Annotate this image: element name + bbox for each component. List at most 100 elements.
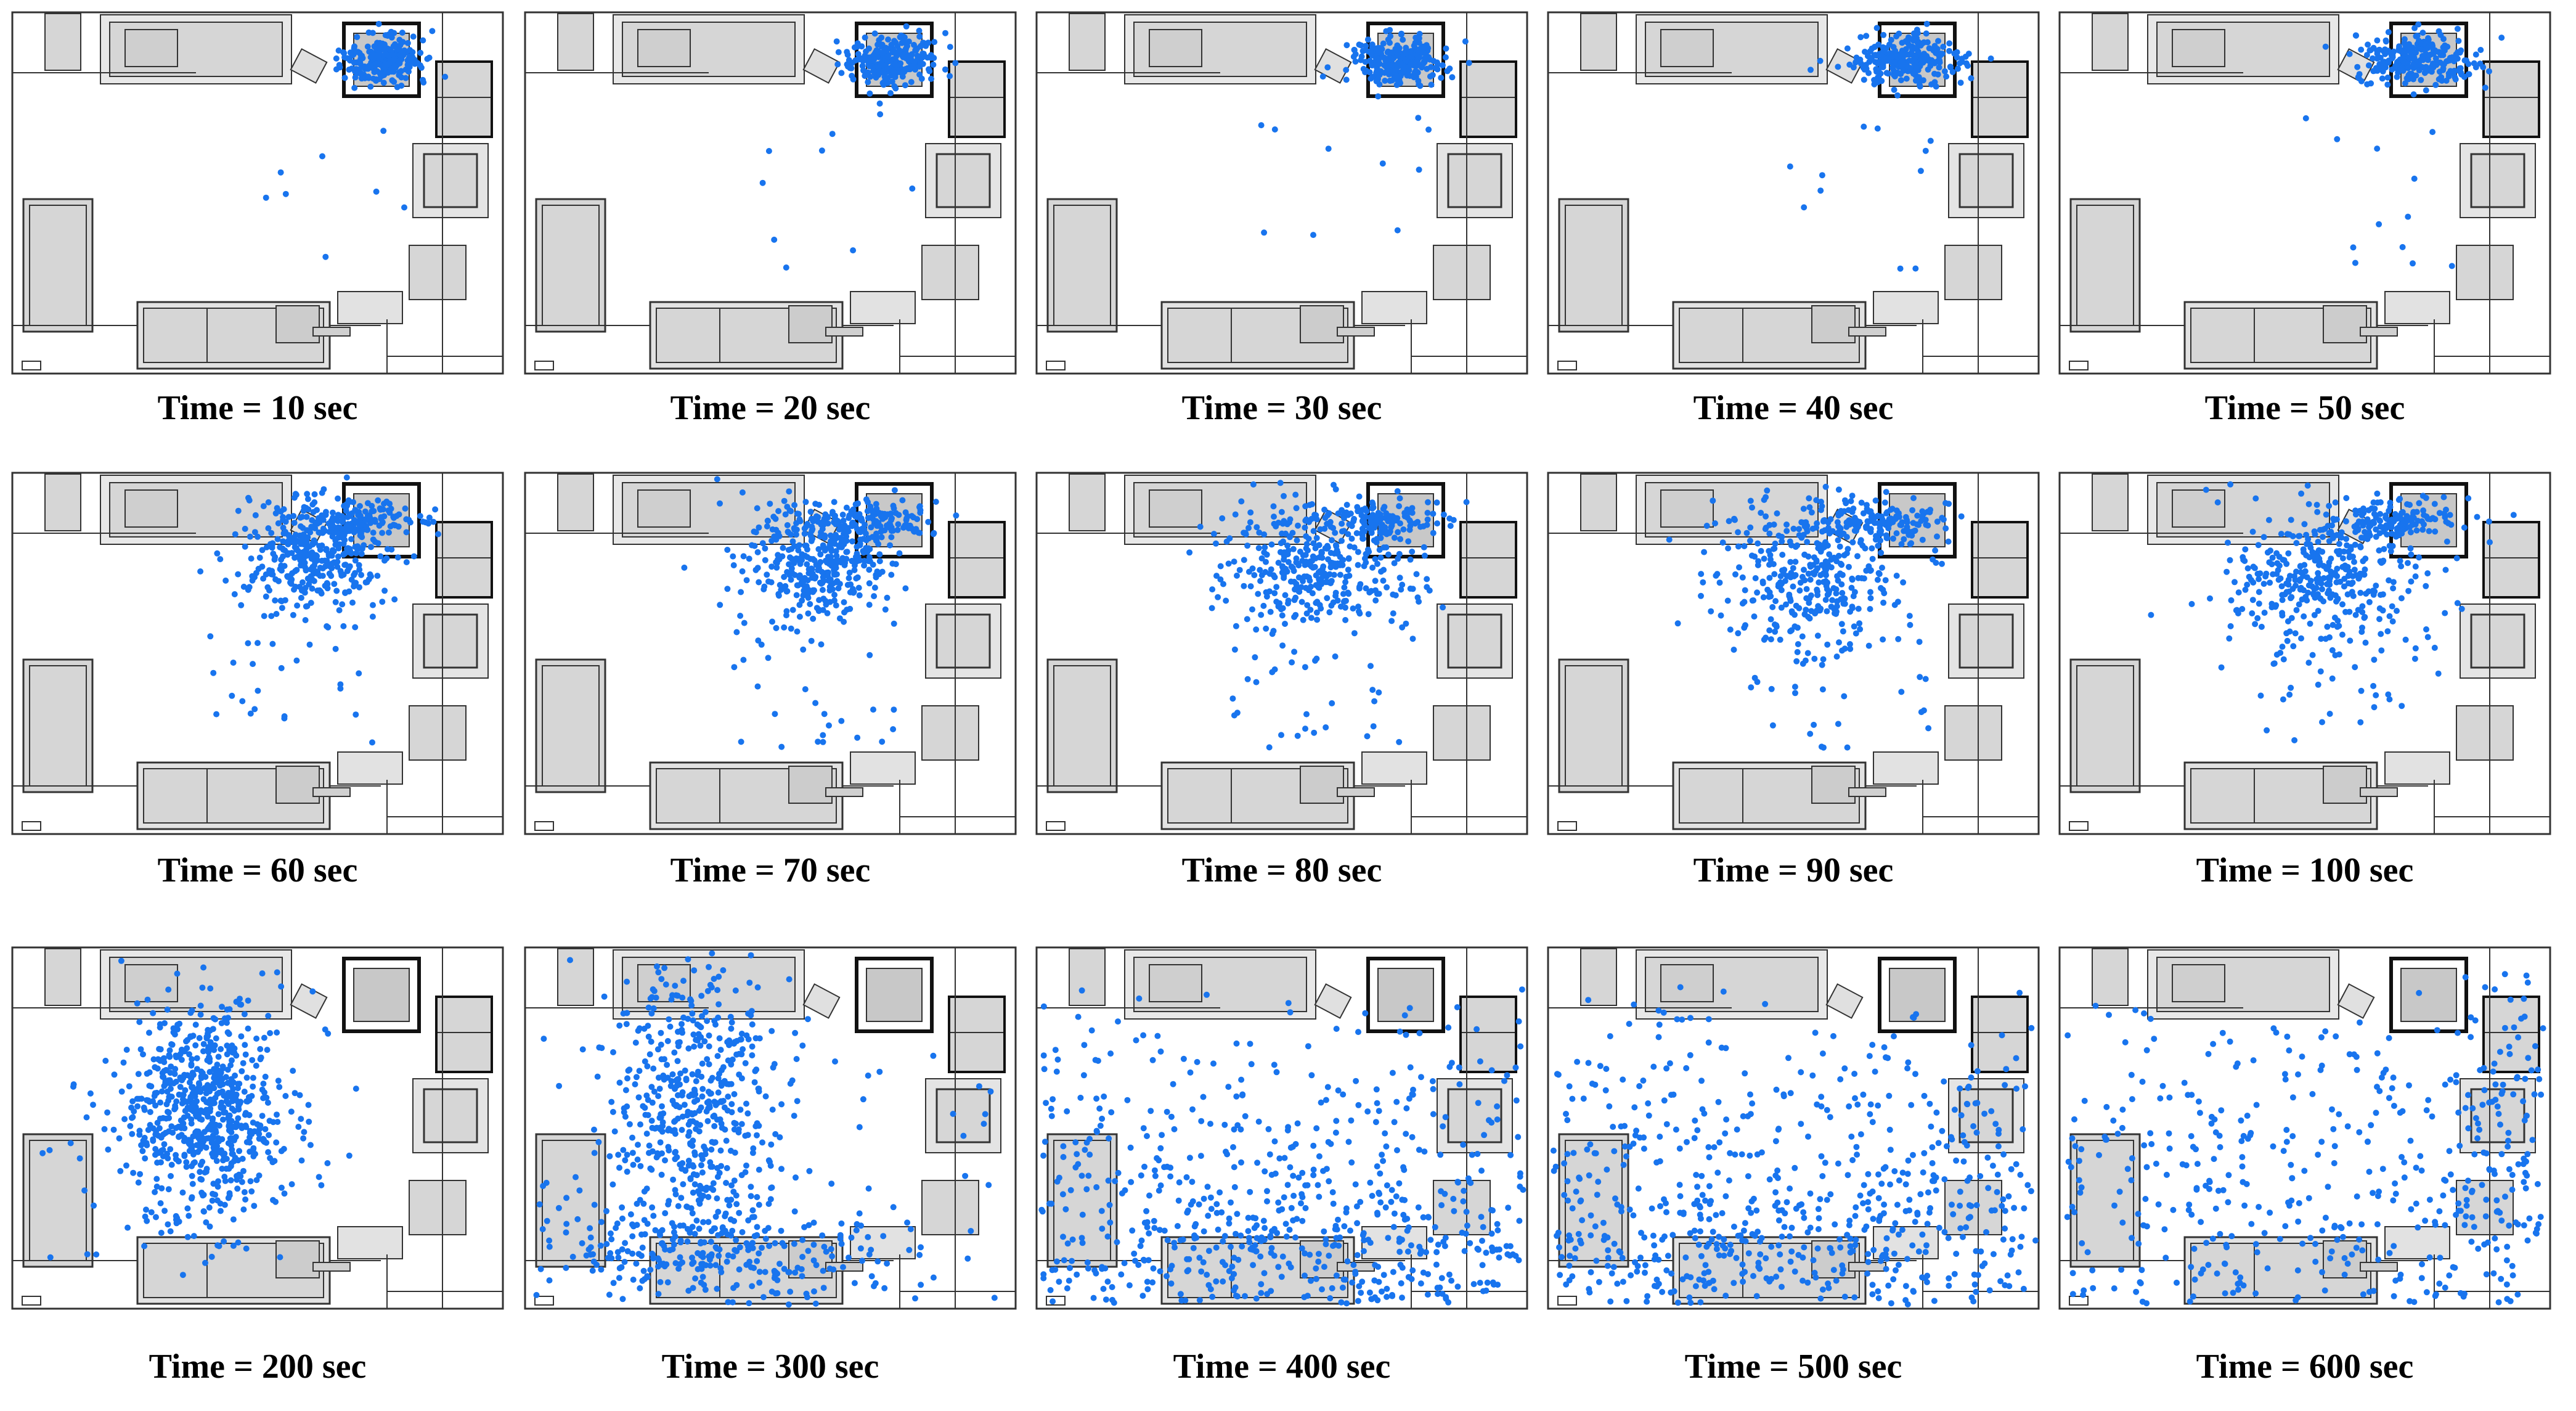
particle [234, 1185, 241, 1192]
particle [1839, 590, 1846, 596]
particle [1766, 562, 1772, 568]
particle [181, 1138, 187, 1145]
particle [1253, 679, 1260, 685]
particle [1343, 67, 1350, 73]
particle [285, 513, 292, 520]
particle [1822, 578, 1829, 584]
particle [1440, 511, 1447, 518]
particle [102, 1057, 109, 1064]
particle [805, 610, 812, 617]
particle [165, 1108, 171, 1115]
particle [724, 547, 731, 553]
particle [1266, 588, 1273, 595]
particle [2381, 546, 2387, 552]
time-caption: Time = 70 sec [670, 851, 871, 890]
particle [772, 711, 778, 718]
particle [839, 512, 846, 518]
particle [1358, 53, 1365, 60]
particle [2252, 621, 2259, 628]
particle [1794, 542, 1801, 549]
particle [1914, 512, 1921, 519]
particle [280, 517, 287, 523]
particle [796, 572, 803, 579]
particle [1363, 43, 1369, 49]
particle [218, 1020, 225, 1026]
particle [809, 566, 815, 573]
particle [2431, 644, 2438, 651]
particle [157, 1046, 164, 1053]
particle [1769, 603, 1776, 610]
particle [198, 1107, 205, 1114]
particle [1760, 594, 1767, 600]
particle [794, 510, 801, 517]
particle [850, 76, 857, 83]
particle [281, 713, 288, 719]
particle [1266, 744, 1273, 751]
particle [1329, 560, 1335, 566]
particle [212, 1076, 219, 1083]
particle [2407, 545, 2414, 552]
particle [116, 1135, 123, 1142]
particle [279, 605, 285, 611]
particle [833, 565, 839, 571]
particle [1263, 558, 1269, 565]
particle [186, 1079, 193, 1086]
particle [2309, 549, 2316, 555]
particle [870, 562, 876, 568]
particle [375, 497, 381, 504]
particle [841, 609, 847, 616]
particle [831, 597, 838, 604]
particle [165, 1097, 172, 1104]
particle [2279, 610, 2286, 616]
particle [256, 554, 263, 561]
particle [161, 1208, 168, 1214]
particle [235, 507, 242, 514]
particle [358, 571, 365, 578]
particle [1220, 581, 1226, 587]
particle [1914, 44, 1920, 51]
particle [1931, 70, 1938, 77]
particle [847, 605, 854, 612]
particle [2419, 30, 2426, 36]
particle [394, 554, 401, 561]
particle [2347, 546, 2354, 553]
particle [2336, 623, 2342, 629]
particle [815, 562, 821, 569]
particle [182, 1087, 189, 1094]
particle [879, 738, 886, 745]
particle [124, 1224, 131, 1231]
particle [2442, 566, 2449, 573]
particle [2319, 586, 2325, 592]
particle [2397, 557, 2403, 564]
particle [424, 55, 431, 62]
particle [2284, 637, 2291, 644]
particle [385, 69, 391, 76]
particle [165, 1186, 172, 1193]
particle [1777, 636, 1783, 643]
particle [1814, 632, 1821, 639]
time-caption: Time = 100 sec [2196, 851, 2414, 890]
particle [189, 1180, 196, 1187]
particle [2441, 47, 2448, 54]
particle [890, 726, 897, 732]
particle [1433, 499, 1440, 506]
particle [1245, 525, 1252, 531]
particle [2406, 72, 2413, 79]
particle [1287, 534, 1293, 541]
particle [844, 581, 851, 588]
particle [2407, 529, 2414, 536]
particle [206, 1204, 213, 1211]
particle [206, 1108, 213, 1114]
particle [1420, 523, 1427, 530]
particle [2356, 571, 2363, 578]
particle [788, 508, 794, 515]
particle [1942, 500, 1949, 507]
particle [844, 549, 850, 555]
particle [1300, 616, 1306, 623]
particle [1807, 576, 1814, 583]
particle [822, 557, 829, 564]
particle [2386, 542, 2393, 549]
particle [121, 1116, 128, 1123]
particle [744, 1110, 751, 1117]
particle [185, 1105, 192, 1112]
